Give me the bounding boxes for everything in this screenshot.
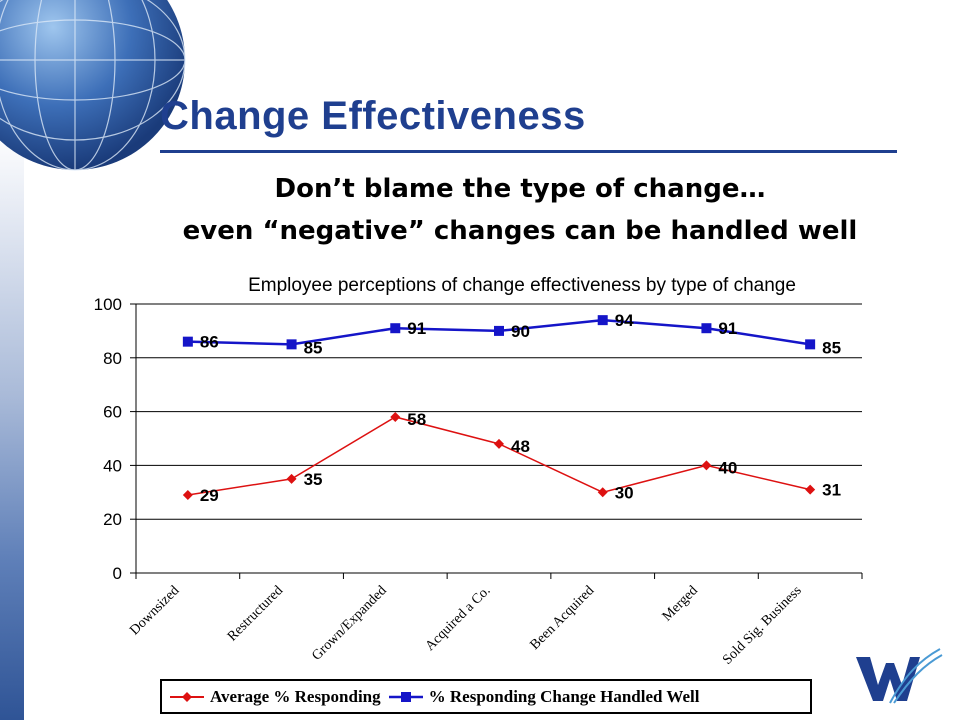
legend-item-handled: % Responding Change Handled Well xyxy=(387,686,700,707)
series-0-point-3 xyxy=(494,438,504,449)
series-0-data-label-3: 48 xyxy=(511,437,530,456)
series-1-data-label-4: 94 xyxy=(615,311,634,330)
series-1-data-label-0: 86 xyxy=(200,333,219,352)
series-1-point-1 xyxy=(286,339,297,350)
chart-title: Employee perceptions of change effective… xyxy=(248,275,796,296)
slide-subtitle: Don’t blame the type of change… even “ne… xyxy=(40,168,960,252)
slide-title: Change Effectiveness xyxy=(160,94,586,138)
x-tick-label-2: Grown/Expanded xyxy=(309,583,389,663)
x-tick-label-0: Downsized xyxy=(127,583,182,638)
legend-item-average: Average % Responding xyxy=(168,687,381,707)
series-1-data-label-3: 90 xyxy=(511,322,530,341)
title-underline xyxy=(160,150,897,153)
series-0-data-label-4: 30 xyxy=(615,483,634,502)
y-tick-label-100: 100 xyxy=(94,295,122,314)
series-0-data-label-2: 58 xyxy=(407,410,426,429)
x-tick-label-5: Merged xyxy=(660,583,701,624)
series-0-point-4 xyxy=(597,487,608,498)
x-tick-label-6: Sold Sig. Business xyxy=(720,583,805,668)
globe-icon xyxy=(0,0,186,171)
series-1-point-4 xyxy=(597,315,608,326)
series-0-point-5 xyxy=(701,460,712,471)
series-0-point-0 xyxy=(182,489,193,500)
legend-marker-square-icon xyxy=(388,691,423,702)
series-line-0 xyxy=(187,416,811,496)
x-tick-label-1: Restructured xyxy=(225,583,286,644)
series-0-data-label-1: 35 xyxy=(304,470,323,489)
series-0-data-label-6: 31 xyxy=(822,481,841,500)
series-1-point-2 xyxy=(390,323,401,334)
series-1-point-3 xyxy=(494,325,504,336)
legend-label-average: Average % Responding xyxy=(210,686,381,706)
series-0-data-label-0: 29 xyxy=(200,486,219,505)
company-logo-icon xyxy=(856,648,943,704)
slide-panel xyxy=(24,0,960,720)
chart-series xyxy=(182,315,816,500)
series-0-point-6 xyxy=(805,484,816,495)
series-0-data-label-5: 40 xyxy=(718,458,737,477)
series-1-data-label-2: 91 xyxy=(407,319,426,338)
series-1-point-0 xyxy=(182,336,193,347)
y-tick-label-0: 0 xyxy=(113,564,122,583)
chart-labels: 29 35 58 48 30 40 31 86 85 91 90 94 91 85 xyxy=(200,311,841,505)
line-chart: Employee perceptions of change effective… xyxy=(94,275,863,668)
y-tick-label-60: 60 xyxy=(103,403,122,422)
series-1-data-label-5: 91 xyxy=(718,319,737,338)
y-tick-label-40: 40 xyxy=(103,456,122,475)
series-0-point-2 xyxy=(390,411,401,422)
subtitle-line-2: even “negative” changes can be handled w… xyxy=(182,216,858,246)
x-tick-label-4: Been Acquired xyxy=(528,583,598,653)
series-1-data-label-1: 85 xyxy=(304,338,323,357)
page-number: 32 xyxy=(24,688,41,705)
series-1-data-label-6: 85 xyxy=(822,338,841,357)
series-1-point-5 xyxy=(701,323,712,334)
series-0-point-1 xyxy=(286,473,297,484)
subtitle-line-1: Don’t blame the type of change… xyxy=(274,174,766,204)
chart-legend: Average % Responding % Responding Change… xyxy=(160,679,812,714)
chart-gridlines xyxy=(136,303,862,520)
y-tick-label-80: 80 xyxy=(103,349,122,368)
x-tick-label-3: Acquired a Co. xyxy=(423,583,494,654)
series-1-point-6 xyxy=(805,339,816,350)
legend-marker-diamond-icon xyxy=(170,691,204,702)
y-tick-label-20: 20 xyxy=(103,510,122,529)
legend-label-handled: % Responding Change Handled Well xyxy=(428,686,700,706)
